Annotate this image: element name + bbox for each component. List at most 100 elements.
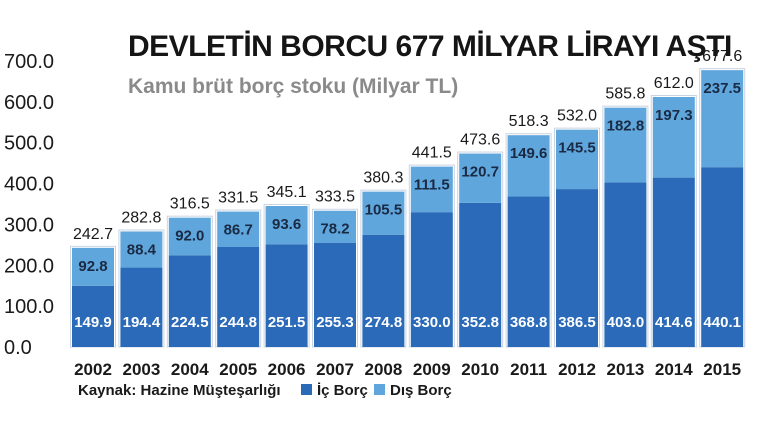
legend-label-dis-borc: Dış Borç [390,382,452,399]
bar-segment-dis-borc [362,191,405,235]
data-label-ic-borc: 255.3 [316,314,354,331]
data-label-dis-borc: 105.5 [365,202,403,219]
data-label-ic-borc: 440.1 [703,314,741,331]
bar-segment-ic-borc [265,244,308,347]
data-label-total: 345.1 [267,184,307,201]
data-label-ic-borc: 224.5 [171,314,209,331]
y-tick-label: 200.0 [4,255,54,277]
bar-segment-ic-borc [410,212,453,347]
bar-segment-dis-borc [168,217,211,256]
data-label-ic-borc: 386.5 [558,314,596,331]
x-tick-label: 2010 [461,360,499,379]
data-label-ic-borc: 149.9 [74,314,112,331]
data-label-total: 441.5 [412,145,452,162]
x-tick-label: 2014 [655,360,693,379]
bar-segment-ic-borc [362,234,405,347]
y-tick-label: 600.0 [4,92,54,114]
source-note: Kaynak: Hazine Müşteşarlığı [78,382,281,399]
y-tick-label: 0.0 [4,337,32,359]
bar-segment-dis-borc [459,153,502,203]
bar-segment-ic-borc [604,182,647,347]
bar-segment-ic-borc [459,202,502,347]
data-label-dis-borc: 86.7 [224,222,253,239]
data-label-total: 331.5 [218,190,258,207]
x-tick-label: 2015 [703,360,741,379]
bar-segment-dis-borc [556,129,598,190]
x-axis: 2002 2003 2004 2005 2006 2007 2008 2009 2010 2011… [74,360,741,379]
chart-subtitle: Kamu brüt borç stoku (Milyar TL) [128,75,458,98]
y-tick-label: 300.0 [4,214,54,236]
bar-segment-dis-borc [410,166,453,213]
bar-segment-dis-borc [265,206,308,245]
x-tick-label: 2008 [364,360,402,379]
data-label-total: 612.0 [654,75,694,92]
data-label-total: 380.3 [363,170,403,187]
data-label-ic-borc: 352.8 [461,314,499,331]
y-tick-label: 500.0 [4,133,54,155]
bar-segment-dis-borc [604,107,647,183]
data-label-ic-borc: 274.8 [365,314,403,331]
bar-segment-ic-borc [507,196,550,347]
data-label-dis-borc: 197.3 [655,107,693,124]
bar-segment-ic-borc [652,177,695,347]
data-label-dis-borc: 92.0 [175,228,204,245]
x-tick-label: 2004 [171,360,209,379]
x-tick-label: 2011 [510,360,547,379]
data-label-ic-borc: 414.6 [655,314,693,331]
data-label-total: 677.6 [702,48,742,65]
legend-swatch-ic-borc [301,384,312,395]
bar-segment-ic-borc [72,285,114,347]
x-tick-label: 2003 [122,360,160,379]
bar-segment-ic-borc [120,267,163,347]
legend: İç Borç Dış Borç [301,382,452,399]
data-label-total: 282.8 [121,209,161,226]
data-label-total: 473.6 [460,132,500,149]
x-tick-label: 2009 [413,360,451,379]
data-label-dis-borc: 78.2 [320,221,349,238]
bar-segment-dis-borc [120,231,163,268]
bars: 149.9 92.8 242.7 194.4 88.4 282.8 224.5 92.0 316… [70,48,746,348]
data-label-total: 316.5 [170,196,210,213]
y-tick-label: 400.0 [4,174,54,196]
y-tick-label: 700.0 [4,51,54,73]
data-label-dis-borc: 149.6 [510,145,548,162]
data-label-dis-borc: 120.7 [461,164,499,181]
y-axis: 0.0 100.0 200.0 300.0 400.0 500.0 600.0 700.0 [4,51,54,359]
y-tick-label: 100.0 [4,296,54,318]
data-label-ic-borc: 330.0 [413,314,451,331]
data-label-dis-borc: 92.8 [78,258,107,275]
data-label-ic-borc: 251.5 [268,314,306,331]
bar-segment-dis-borc [507,135,550,197]
chart-title: DEVLETİN BORCU 677 MİLYAR LİRAYI AŞTI [128,30,732,63]
data-label-ic-borc: 368.8 [510,314,548,331]
data-label-total: 242.7 [73,226,113,243]
x-tick-label: 2013 [606,360,644,379]
bar-segment-ic-borc [701,167,744,347]
bar-segment-dis-borc [72,247,114,286]
data-label-total: 585.8 [605,86,645,103]
x-tick-label: 2002 [74,360,112,379]
bar-segment-ic-borc [168,255,211,347]
x-tick-label: 2007 [316,360,354,379]
data-label-dis-borc: 237.5 [703,80,741,97]
data-label-ic-borc: 194.4 [123,314,161,331]
bar-segment-dis-borc [217,211,260,247]
data-label-ic-borc: 244.8 [219,314,257,331]
data-label-dis-borc: 111.5 [414,177,450,194]
x-tick-label: 2005 [219,360,257,379]
x-tick-label: 2012 [558,360,596,379]
bar-segment-ic-borc [556,189,598,347]
bar-segment-dis-borc [652,96,695,178]
data-label-total: 518.3 [509,113,549,130]
data-label-dis-borc: 93.6 [272,216,301,233]
bar-segment-ic-borc [217,246,260,347]
data-label-dis-borc: 145.5 [558,140,596,157]
data-label-dis-borc: 88.4 [127,241,157,258]
data-label-total: 333.5 [315,189,355,206]
x-tick-label: 2006 [268,360,306,379]
legend-swatch-dis-borc [374,384,385,395]
bar-segment-dis-borc [314,210,356,243]
data-label-dis-borc: 182.8 [607,118,645,135]
